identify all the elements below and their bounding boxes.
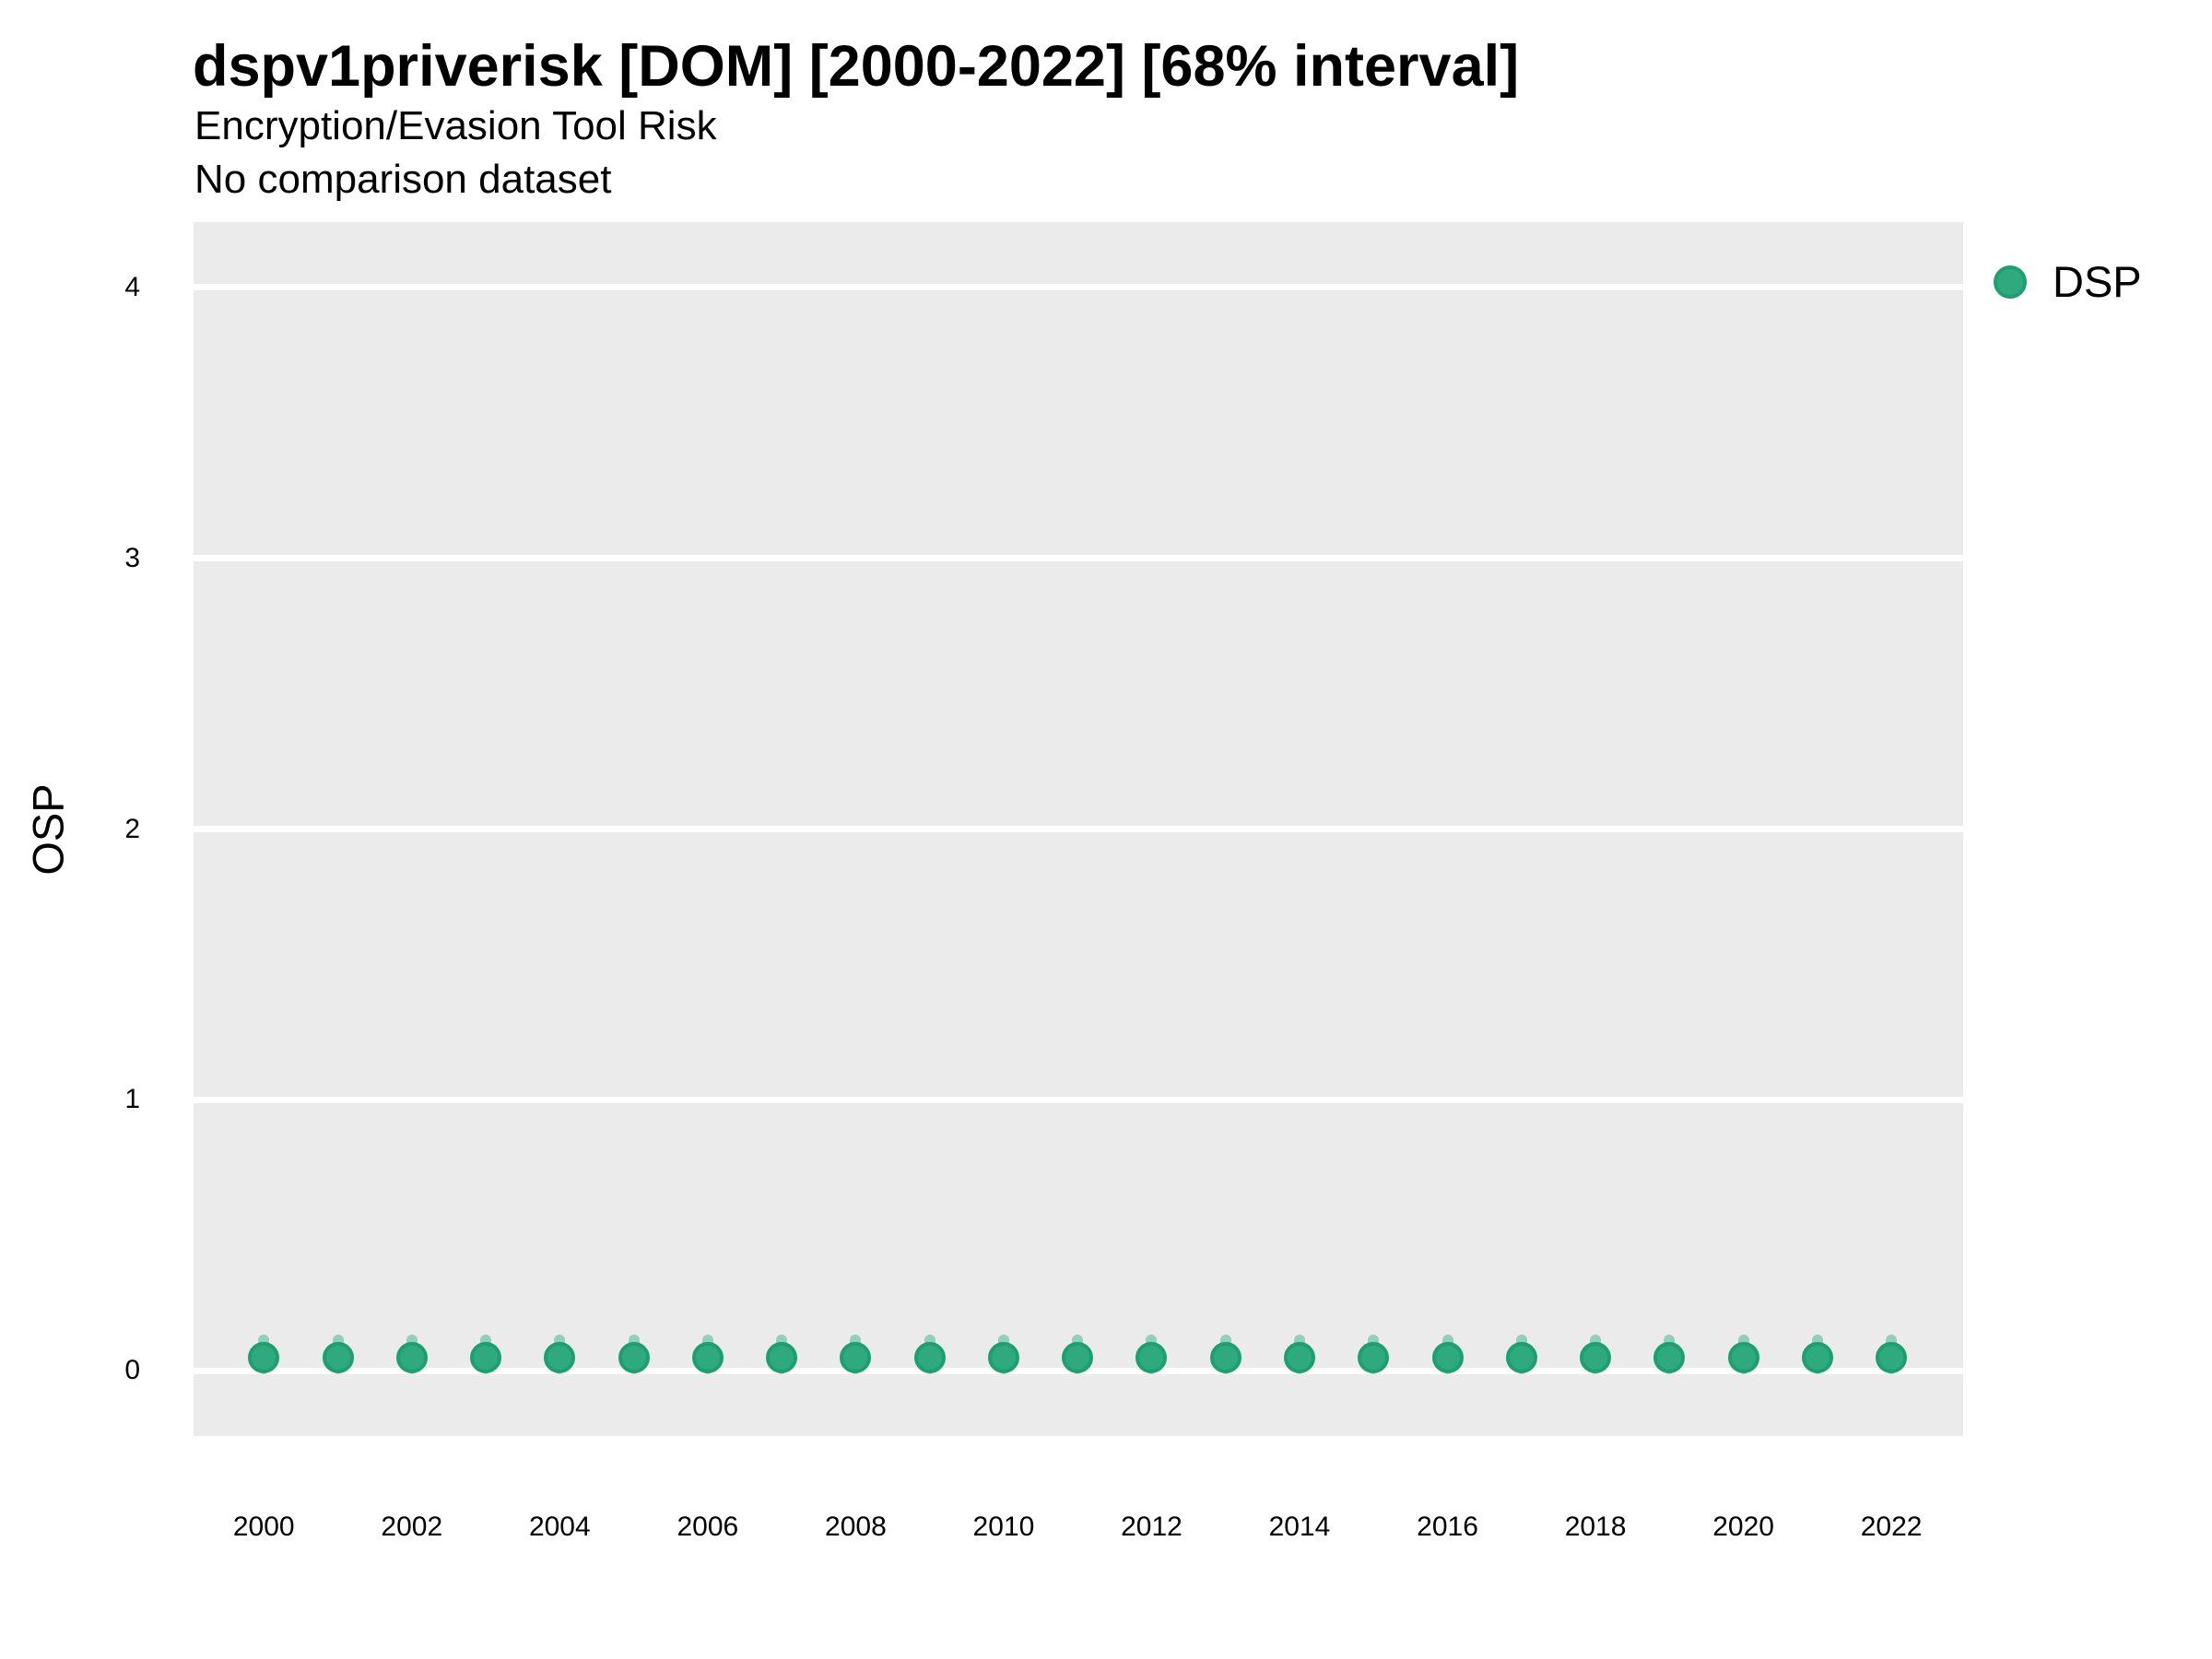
legend: DSP bbox=[1994, 260, 2142, 303]
gridline-y-1 bbox=[194, 1096, 1963, 1103]
data-point bbox=[913, 1341, 946, 1373]
data-point bbox=[1801, 1341, 1833, 1373]
data-point bbox=[1727, 1341, 1759, 1373]
y-tick-label: 4 bbox=[124, 271, 140, 302]
gridline-y-4 bbox=[194, 284, 1963, 291]
x-tick-label: 2012 bbox=[1121, 1512, 1182, 1542]
x-tick-label: 2010 bbox=[972, 1512, 1035, 1542]
data-point bbox=[1135, 1341, 1168, 1373]
x-tick-label: 2000 bbox=[232, 1512, 295, 1542]
data-point bbox=[987, 1341, 1019, 1373]
y-tick-label: 1 bbox=[124, 1084, 140, 1115]
data-point bbox=[1062, 1341, 1094, 1373]
x-tick-label: 2006 bbox=[677, 1512, 739, 1542]
y-tick-label: 2 bbox=[124, 813, 140, 844]
y-tick-label: 0 bbox=[124, 1355, 140, 1386]
x-tick-label: 2022 bbox=[1860, 1512, 1923, 1542]
data-point bbox=[395, 1341, 428, 1373]
data-point bbox=[1284, 1341, 1315, 1373]
x-tick-label: 2004 bbox=[528, 1512, 591, 1542]
x-tick-label: 2014 bbox=[1268, 1512, 1331, 1542]
data-point bbox=[1505, 1341, 1537, 1373]
x-tick-label: 2016 bbox=[1417, 1512, 1478, 1542]
data-point bbox=[248, 1341, 280, 1373]
chart-subtitle: Encryption/Evasion Tool Risk bbox=[194, 103, 717, 148]
x-tick-label: 2018 bbox=[1564, 1512, 1627, 1542]
x-tick-label: 2008 bbox=[825, 1512, 887, 1542]
data-point bbox=[618, 1341, 650, 1373]
data-point bbox=[322, 1341, 354, 1373]
data-point bbox=[470, 1341, 502, 1373]
data-point bbox=[766, 1341, 798, 1373]
data-point bbox=[1653, 1341, 1686, 1373]
data-point bbox=[1580, 1341, 1612, 1373]
data-point bbox=[1358, 1341, 1390, 1373]
data-point bbox=[1209, 1341, 1241, 1373]
legend-label: DSP bbox=[2053, 257, 2142, 306]
data-point bbox=[840, 1341, 872, 1373]
x-tick-label: 2002 bbox=[381, 1512, 443, 1542]
x-tick-label: 2020 bbox=[1712, 1512, 1774, 1542]
legend-circle-icon bbox=[1994, 265, 2027, 299]
gridline-y-3 bbox=[194, 555, 1963, 562]
data-point bbox=[544, 1341, 576, 1373]
data-point bbox=[1876, 1341, 1908, 1373]
gridline-y-2 bbox=[194, 826, 1963, 832]
chart-note: No comparison dataset bbox=[194, 157, 612, 202]
y-tick-label: 3 bbox=[124, 542, 140, 573]
data-point bbox=[1431, 1341, 1464, 1373]
chart-title: dspv1priverisk [DOM] [2000-2022] [68% in… bbox=[193, 34, 1520, 99]
plot-panel bbox=[194, 222, 1963, 1436]
data-point bbox=[691, 1341, 724, 1373]
